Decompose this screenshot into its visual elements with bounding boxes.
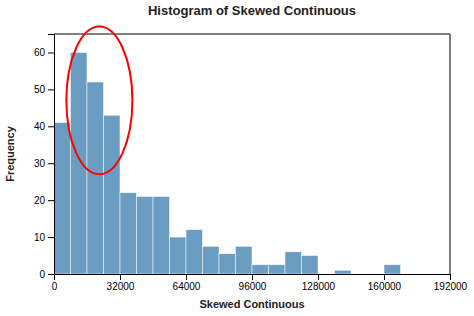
tick-label: 10 [34, 232, 46, 243]
x-axis-title: Skewed Continuous [199, 298, 304, 310]
tick: 96000 [239, 274, 267, 292]
tick-mark [120, 274, 121, 280]
bar [401, 274, 418, 275]
tick-label: 20 [34, 195, 46, 206]
bar [302, 256, 319, 274]
highlight-ellipse [66, 27, 132, 175]
bar [368, 274, 385, 275]
tick-mark [252, 274, 253, 280]
tick-mark [48, 89, 54, 90]
tick: 0 [52, 274, 58, 292]
bar [219, 254, 236, 274]
y-axis-title: Frequency [4, 125, 16, 182]
tick-label: 0 [52, 281, 58, 292]
bar [137, 196, 154, 274]
tick: 50 [34, 84, 54, 95]
tick: 128000 [302, 274, 336, 292]
plot-area [54, 52, 401, 274]
tick-label: 96000 [239, 281, 267, 292]
y-axis: 0 10 20 30 40 50 60 [34, 35, 55, 280]
chart: 0 32000 64000 96000 128000 160000 192000 0 10 20 3… [0, 0, 474, 316]
tick-mark [186, 274, 187, 280]
tick-label: 64000 [173, 281, 201, 292]
title: Histogram of Skewed Continuous [148, 3, 356, 18]
tick-mark [48, 274, 54, 275]
tick-label: 32000 [107, 281, 135, 292]
tick-mark [48, 126, 54, 127]
bar [186, 230, 203, 274]
tick: 40 [34, 121, 54, 132]
tick-label: 60 [34, 47, 46, 58]
bar [87, 82, 104, 274]
tick-label: 128000 [302, 281, 336, 292]
bar [153, 196, 170, 274]
x-axis: 0 32000 64000 96000 128000 160000 192000 [52, 274, 468, 292]
bar [417, 274, 434, 275]
bar [170, 237, 187, 274]
bar [318, 274, 335, 275]
tick-mark [48, 237, 54, 238]
tick-label: 40 [34, 121, 46, 132]
tick: 32000 [107, 274, 135, 292]
bar [335, 270, 352, 274]
bar [285, 252, 302, 274]
tick-label: 160000 [368, 281, 402, 292]
bar [384, 265, 401, 274]
tick-label: 30 [34, 158, 46, 169]
tick-mark [384, 274, 385, 280]
tick-mark [318, 274, 319, 280]
tick: 192000 [434, 274, 468, 292]
tick-mark [48, 163, 54, 164]
axis-line [48, 35, 55, 275]
bar [120, 193, 137, 274]
tick: 30 [34, 158, 54, 169]
tick-mark [48, 200, 54, 201]
tick-label: 192000 [434, 281, 468, 292]
bar [351, 274, 368, 275]
bar [252, 265, 269, 274]
tick-mark [450, 274, 451, 280]
tick: 0 [39, 269, 54, 280]
tick-mark [48, 52, 54, 53]
bar [71, 52, 88, 274]
bar [269, 265, 286, 274]
bar [434, 274, 451, 275]
tick: 10 [34, 232, 54, 243]
tick: 64000 [173, 274, 201, 292]
tick-label: 0 [39, 269, 45, 280]
axis-line [55, 275, 451, 281]
tick: 60 [34, 47, 54, 58]
bar [104, 115, 121, 274]
bar [203, 246, 220, 274]
tick-label: 50 [34, 84, 46, 95]
tick: 160000 [368, 274, 402, 292]
plot-frame [450, 34, 451, 274]
tick: 20 [34, 195, 54, 206]
bar [236, 246, 253, 274]
bar [54, 123, 71, 274]
